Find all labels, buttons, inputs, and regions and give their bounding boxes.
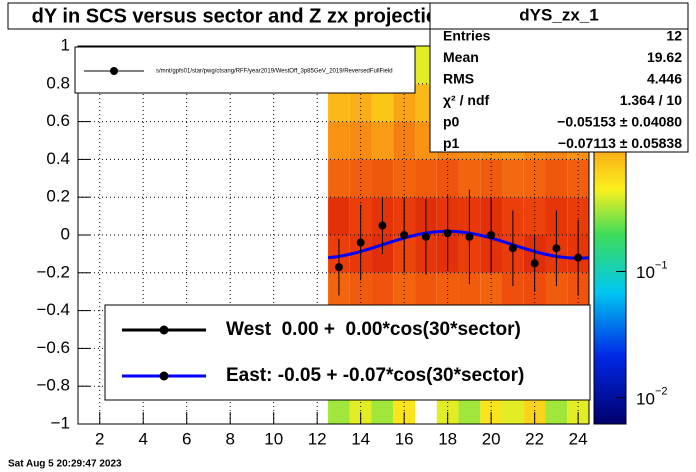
x-tick-label: 14 bbox=[351, 429, 370, 448]
x-tick-label: 6 bbox=[182, 429, 191, 448]
z-tick-exponent: −1 bbox=[655, 259, 668, 271]
heat-cell bbox=[545, 159, 568, 198]
stats-name: χ² / ndf bbox=[443, 92, 489, 108]
x-tick-label: 10 bbox=[264, 429, 283, 448]
chart-title: dY in SCS versus sector and Z zx project… bbox=[32, 5, 451, 27]
point bbox=[378, 221, 387, 230]
y-tick-label: 0.8 bbox=[46, 73, 70, 92]
heat-cell bbox=[523, 197, 546, 235]
legend bbox=[104, 304, 591, 401]
y-tick-label: −0.6 bbox=[36, 338, 70, 357]
z-tick-exponent: −2 bbox=[655, 386, 668, 398]
x-tick-label: 8 bbox=[225, 429, 234, 448]
stats-value: −0.07113 ± 0.05838 bbox=[558, 135, 682, 151]
stats-box bbox=[429, 2, 689, 153]
stats-name: p0 bbox=[443, 114, 460, 130]
marks bbox=[327, 189, 590, 296]
top-legend-label: s/mnt/gpfs01/star/pwg/ctsang/RFF/year201… bbox=[156, 69, 393, 75]
z-tick-label: 10 bbox=[636, 389, 655, 408]
legend-label: East: -0.05 + -0.07*cos(30*sector) bbox=[226, 365, 524, 386]
x-tick-label: 16 bbox=[395, 429, 414, 448]
x-tick-label: 4 bbox=[138, 429, 147, 448]
point bbox=[465, 232, 474, 241]
point bbox=[574, 253, 583, 262]
timestamp: Sat Aug 5 20:29:47 2023 bbox=[8, 459, 122, 470]
heat-cell bbox=[349, 121, 372, 160]
stats-value: 1.364 / 10 bbox=[620, 92, 682, 108]
point bbox=[487, 231, 496, 239]
stats-title: dYS_zx_1 bbox=[519, 5, 598, 24]
heat-cell bbox=[415, 159, 437, 198]
heat-cell bbox=[371, 121, 394, 160]
heat-cell bbox=[328, 197, 350, 235]
heat-cell bbox=[458, 159, 481, 198]
point bbox=[421, 232, 430, 241]
stats-name: p1 bbox=[443, 135, 460, 151]
y-tick-label: 0 bbox=[61, 224, 70, 243]
x-tick-label: 2 bbox=[95, 429, 104, 448]
axes: −1−0.8−0.6−0.4−0.200.20.40.60.812 4 6 8 10 12… bbox=[36, 35, 587, 448]
heat-cell bbox=[545, 272, 568, 311]
stats-value: 19.62 bbox=[647, 49, 682, 65]
point bbox=[552, 244, 561, 253]
point bbox=[443, 229, 452, 238]
z-tick-label: 10 bbox=[636, 263, 655, 282]
stats-value: −0.05153 ± 0.04080 bbox=[557, 114, 682, 130]
x-tick-label: 20 bbox=[482, 429, 501, 448]
y-tick-label: 0.4 bbox=[46, 149, 70, 168]
heat-cell bbox=[349, 272, 372, 311]
heat-cell bbox=[393, 272, 416, 311]
stats-name: Mean bbox=[443, 49, 479, 65]
point bbox=[508, 244, 517, 253]
heat-cell bbox=[328, 121, 350, 160]
stats-value: 4.446 bbox=[647, 71, 682, 87]
legend-marker bbox=[159, 371, 169, 381]
legend-marker bbox=[159, 325, 169, 335]
heat-cell bbox=[480, 272, 503, 311]
point bbox=[334, 263, 343, 272]
point bbox=[400, 231, 409, 239]
y-tick-label: −0.2 bbox=[36, 262, 70, 281]
heat-cell bbox=[328, 159, 350, 198]
heat-cell bbox=[502, 272, 524, 311]
heat-cell bbox=[458, 272, 481, 311]
legend-entries: West 0.00 + 0.00*cos(30*sector) East: -0.… bbox=[122, 319, 524, 386]
y-tick-label: −0.8 bbox=[36, 376, 70, 395]
x-tick-label: 18 bbox=[438, 429, 457, 448]
stats-name: Entries bbox=[443, 28, 491, 44]
point bbox=[530, 259, 539, 268]
title-box bbox=[7, 2, 476, 30]
stats-name: RMS bbox=[443, 71, 474, 87]
x-tick-label: 12 bbox=[308, 429, 327, 448]
x-tick-label: 24 bbox=[569, 429, 588, 448]
y-tick-label: 0.6 bbox=[46, 111, 70, 130]
y-tick-label: 1 bbox=[61, 35, 70, 54]
heat-cell bbox=[436, 272, 459, 311]
fit-curve bbox=[327, 229, 590, 260]
y-tick-label: 0.2 bbox=[46, 187, 70, 206]
stats: Entries 12 Mean 19.62 RMS 4.446 χ² / ndf 1.364 … bbox=[443, 28, 682, 152]
stats-value: 12 bbox=[666, 28, 682, 44]
point bbox=[356, 238, 365, 247]
x-tick-label: 22 bbox=[525, 429, 544, 448]
heat-cell bbox=[371, 159, 394, 198]
top-legend bbox=[74, 46, 416, 94]
legend-label: West 0.00 + 0.00*cos(30*sector) bbox=[226, 319, 521, 340]
heat-cell bbox=[567, 197, 589, 235]
heat-cell bbox=[415, 272, 437, 311]
heat-cell bbox=[393, 121, 416, 160]
y-tick-label: −1 bbox=[51, 413, 70, 432]
legend-marker bbox=[110, 67, 118, 75]
y-tick-label: −0.4 bbox=[36, 300, 70, 319]
heat-cell bbox=[371, 272, 394, 311]
heat-cell bbox=[502, 159, 524, 198]
